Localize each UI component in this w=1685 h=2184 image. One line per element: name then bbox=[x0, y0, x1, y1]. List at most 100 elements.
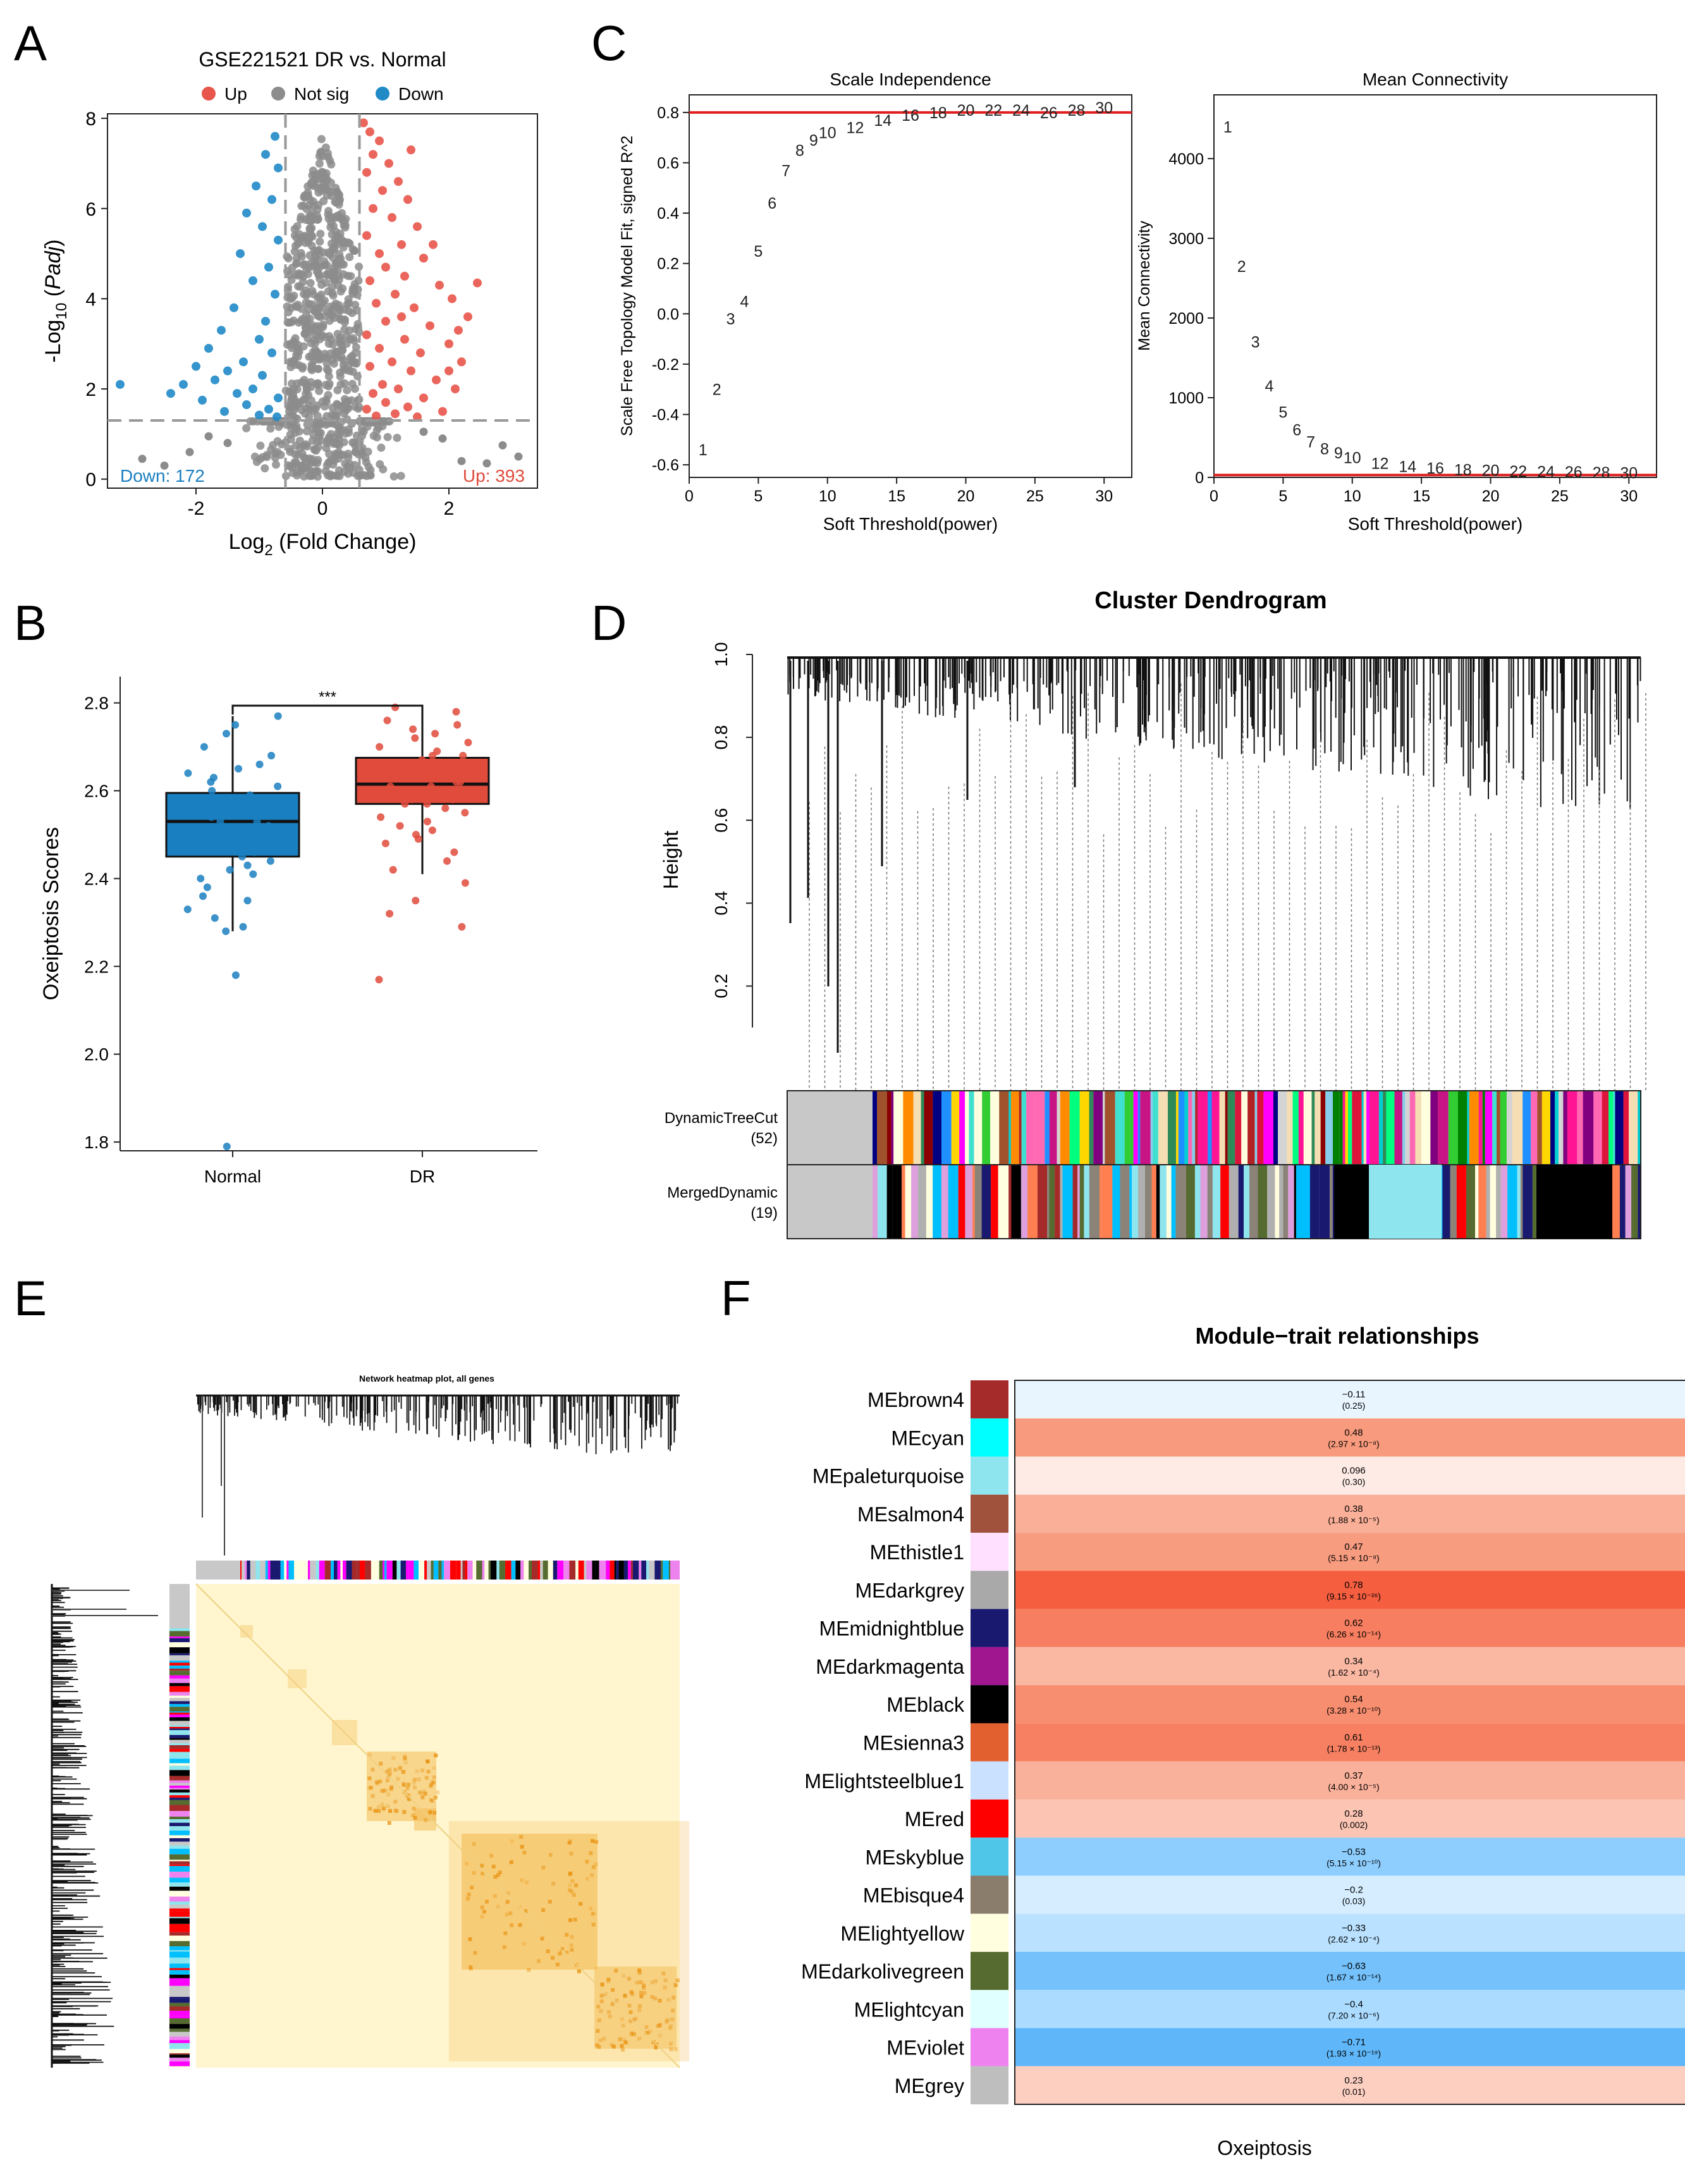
p-value: (7.20 × 10⁻⁶) bbox=[1328, 2010, 1379, 2020]
module-color-segment bbox=[1208, 1091, 1212, 1165]
down-point bbox=[248, 276, 257, 285]
heatmap-cell bbox=[1015, 2066, 1685, 2104]
notsig-point bbox=[353, 396, 362, 405]
module-block-cell bbox=[675, 1978, 680, 1982]
notsig-point bbox=[344, 453, 353, 462]
module-color-segment bbox=[1060, 1091, 1070, 1165]
module-block-cell bbox=[591, 1865, 596, 1869]
notsig-point bbox=[329, 439, 338, 448]
track2-count: (19) bbox=[751, 1205, 778, 1222]
up-point bbox=[413, 222, 422, 231]
down-point bbox=[273, 412, 281, 422]
left-colorbar-segment bbox=[169, 1743, 190, 1745]
p-value: (0.002) bbox=[1340, 1820, 1368, 1830]
sample-point bbox=[216, 818, 224, 826]
sample-point bbox=[238, 852, 246, 861]
correlation-value: −0.53 bbox=[1342, 1846, 1366, 1857]
notsig-point bbox=[249, 417, 258, 426]
module-color-segment bbox=[1320, 1091, 1326, 1165]
module-color-segment bbox=[1523, 1091, 1531, 1165]
module-color-segment bbox=[1520, 1165, 1523, 1239]
module-block-cell bbox=[432, 1766, 436, 1770]
left-colorbar-segment bbox=[169, 1638, 190, 1643]
module-block-cell bbox=[496, 1873, 500, 1877]
module-color-segment bbox=[1105, 1091, 1115, 1165]
left-colorbar-segment bbox=[169, 2054, 190, 2058]
notsig-point bbox=[272, 460, 280, 469]
left-colorbar-segment bbox=[169, 1951, 190, 1958]
up-point bbox=[429, 240, 438, 249]
module-color-segment bbox=[1112, 1165, 1120, 1239]
top-colorbar-segment bbox=[392, 1561, 397, 1580]
power-label: 28 bbox=[1068, 102, 1086, 120]
module-color-segment bbox=[1339, 1091, 1343, 1165]
notsig-point bbox=[300, 395, 309, 404]
module-block-cell bbox=[620, 2044, 624, 2048]
left-colorbar-segment bbox=[169, 1985, 190, 1992]
sample-point bbox=[418, 791, 426, 799]
correlation-value: 0.34 bbox=[1344, 1656, 1363, 1667]
down-point bbox=[264, 262, 273, 272]
top-colorbar-segment bbox=[505, 1561, 512, 1580]
notsig-point bbox=[302, 427, 311, 436]
module-color-segment bbox=[1631, 1165, 1634, 1239]
notsig-point bbox=[307, 396, 316, 405]
module-block-cell bbox=[599, 1999, 604, 2004]
p-value: (6.26 × 10⁻¹⁴) bbox=[1327, 1629, 1381, 1640]
notsig-point bbox=[285, 318, 293, 327]
left-colorbar-segment bbox=[169, 1950, 190, 1952]
top-colorbar-segment bbox=[563, 1561, 570, 1580]
sample-point bbox=[427, 782, 435, 790]
module-color-segment bbox=[1235, 1091, 1242, 1165]
module-color-segment bbox=[1294, 1165, 1296, 1239]
module-color-segment bbox=[1178, 1091, 1185, 1165]
module-color-segment bbox=[1140, 1091, 1151, 1165]
sample-point bbox=[266, 857, 274, 865]
power-label: 16 bbox=[1426, 460, 1444, 477]
module-block-cell bbox=[429, 1782, 434, 1787]
module-swatch bbox=[971, 1990, 1008, 2028]
module-block-cell bbox=[380, 1789, 384, 1793]
left-colorbar-segment bbox=[169, 2018, 190, 2024]
module-block-cell bbox=[367, 1752, 372, 1757]
y-tick-label: 2.6 bbox=[84, 782, 109, 801]
notsig-point bbox=[313, 183, 322, 192]
module-block-cell bbox=[620, 2047, 625, 2052]
top-colorbar-segment bbox=[529, 1561, 532, 1580]
module-color-segment bbox=[1369, 1165, 1442, 1239]
module-color-segment bbox=[1198, 1091, 1208, 1165]
left-colorbar-segment bbox=[169, 2032, 190, 2037]
module-block-cell bbox=[600, 1982, 604, 1987]
notsig-point bbox=[369, 431, 378, 440]
volcano-axes: -2 0 2 0 2 4 6 8 bbox=[85, 109, 454, 519]
module-block-cell bbox=[627, 2003, 632, 2008]
module-block-cell bbox=[537, 1959, 541, 1963]
mean-connectivity-plot-area bbox=[1213, 94, 1657, 478]
module-color-segment bbox=[1348, 1091, 1352, 1165]
down-point bbox=[220, 407, 229, 416]
left-colorbar-segment bbox=[169, 1838, 190, 1841]
module-block-cell bbox=[591, 1911, 595, 1916]
panel-letter-f: F bbox=[721, 1270, 751, 1326]
module-name: MEviolet bbox=[886, 2037, 964, 2059]
power-label: 1 bbox=[699, 441, 708, 459]
down-point bbox=[267, 195, 276, 204]
top-colorbar-segment bbox=[515, 1561, 521, 1580]
notsig-point bbox=[324, 458, 333, 467]
y-tick-label: 2.0 bbox=[84, 1045, 109, 1064]
top-colorbar-segment bbox=[467, 1561, 473, 1580]
module-trait-title: Module−trait relationships bbox=[1195, 1323, 1479, 1349]
correlation-value: −0.4 bbox=[1344, 1999, 1363, 2009]
left-colorbar-segment bbox=[169, 1653, 190, 1655]
module-color-segment bbox=[991, 1165, 998, 1239]
module-block-cell bbox=[637, 1968, 641, 1973]
module-swatch bbox=[971, 1685, 1008, 1724]
top-colorbar-segment bbox=[299, 1561, 305, 1580]
p-value: (9.15 × 10⁻²⁶) bbox=[1327, 1591, 1381, 1601]
top-colorbar-segment bbox=[524, 1561, 529, 1580]
top-colorbar-segment bbox=[365, 1561, 371, 1580]
notsig-point bbox=[316, 293, 324, 302]
left-colorbar-segment bbox=[169, 1932, 190, 1936]
module-block-cell bbox=[389, 1787, 393, 1791]
x-tick-label: 25 bbox=[1026, 488, 1044, 505]
